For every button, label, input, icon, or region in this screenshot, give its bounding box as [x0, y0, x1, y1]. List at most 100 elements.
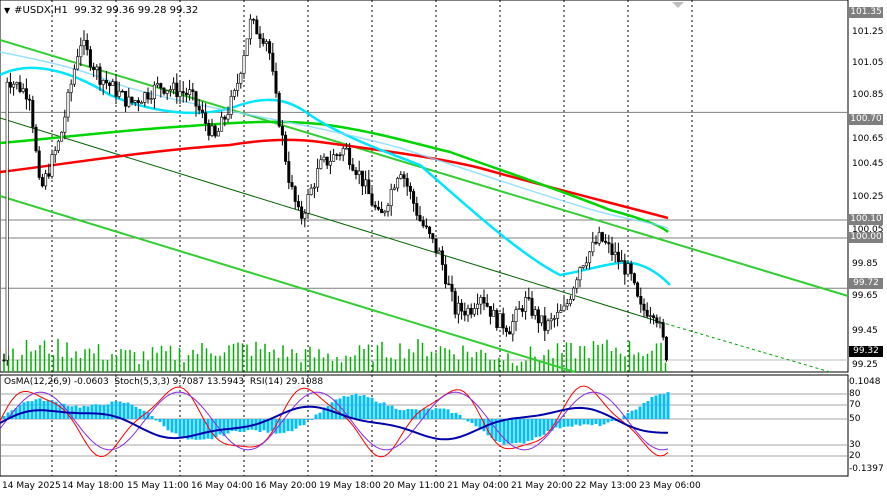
- candle-body: [15, 82, 19, 85]
- candle-body: [616, 251, 620, 262]
- candle-body: [482, 297, 486, 304]
- osma-bar: [470, 419, 474, 424]
- candle-body: [181, 91, 185, 94]
- price-tick: 99.85: [852, 259, 878, 269]
- symbol-label: #USDX,H1: [14, 5, 68, 16]
- osma-bar: [538, 419, 542, 437]
- candle-body: [428, 226, 432, 234]
- osma-bar: [38, 398, 42, 419]
- candle-body: [236, 83, 240, 91]
- osma-bar: [402, 410, 406, 419]
- candle-body: [463, 310, 467, 316]
- candle-body: [437, 250, 441, 253]
- candle-body: [149, 98, 153, 101]
- osma-bar: [666, 392, 670, 419]
- osma-bar: [602, 419, 606, 425]
- chart-shift-icon[interactable]: [672, 2, 684, 8]
- osma-bar: [394, 408, 398, 419]
- candle-body: [133, 100, 137, 103]
- osma-bar: [574, 419, 578, 425]
- candle-body: [31, 100, 35, 128]
- dropdown-triangle-icon[interactable]: ▼: [4, 6, 11, 15]
- candle-body: [530, 298, 534, 316]
- candle-body: [37, 150, 41, 178]
- time-label: 19 May 18:00: [319, 481, 381, 491]
- osma-bar: [6, 412, 10, 419]
- price-tick: 101.25: [852, 27, 884, 37]
- osma-bar: [206, 419, 210, 439]
- candle-body: [300, 206, 304, 219]
- osma-bar: [414, 409, 418, 419]
- candle-body: [613, 251, 617, 255]
- price-tick: 99.65: [852, 291, 878, 301]
- candle-body: [575, 279, 579, 289]
- osma-bar: [590, 419, 594, 426]
- osma-bar: [262, 419, 266, 431]
- osma-bar: [370, 397, 374, 419]
- osma-bar: [662, 394, 666, 419]
- osma-bar: [406, 408, 410, 419]
- candle-body: [399, 174, 403, 179]
- osma-bar: [242, 419, 246, 432]
- osma-bar: [338, 398, 342, 419]
- candle-body: [440, 250, 444, 265]
- stoch-signal-line: [0, 391, 669, 451]
- candle-body: [188, 89, 192, 96]
- osma-bar: [298, 419, 302, 426]
- candle-body: [591, 241, 595, 253]
- time-label: 16 May 20:00: [255, 481, 317, 491]
- candle-body: [56, 140, 60, 151]
- candle-body: [184, 92, 188, 96]
- candle-body: [261, 38, 265, 44]
- level-tag-99-72: 99.72: [849, 278, 883, 289]
- candle-body: [341, 148, 345, 156]
- candle-body: [514, 309, 518, 322]
- candle-body: [140, 102, 144, 104]
- candle-body: [412, 191, 416, 204]
- osma-bar: [238, 419, 242, 432]
- candle-body: [245, 38, 249, 56]
- candle-body: [597, 232, 601, 244]
- osma-bar: [122, 403, 126, 419]
- candle-body: [130, 96, 134, 103]
- osma-bar: [110, 401, 114, 419]
- candle-body: [92, 66, 96, 70]
- osma-bar: [170, 419, 174, 433]
- candle-body: [226, 114, 230, 120]
- candle-body: [485, 302, 489, 307]
- osma-bar: [382, 402, 386, 419]
- candle-body: [392, 187, 396, 190]
- candle-body: [21, 88, 25, 92]
- osma-bar: [458, 414, 462, 419]
- candle-body: [220, 116, 224, 132]
- osma-bar: [554, 419, 558, 428]
- candle-body: [271, 52, 275, 72]
- candle-body: [114, 81, 118, 97]
- osma-bar: [354, 393, 358, 419]
- candle-body: [370, 193, 374, 206]
- indicator-tick: 80: [849, 389, 861, 399]
- candle-body: [424, 225, 428, 228]
- candle-body: [431, 233, 435, 240]
- osma-bar: [426, 408, 430, 419]
- osma-bar: [114, 401, 118, 419]
- osma-bar: [22, 402, 26, 419]
- candle-body: [120, 90, 124, 93]
- candle-body: [360, 170, 364, 187]
- candle-body: [303, 212, 307, 219]
- osma-bar: [366, 397, 370, 419]
- candle-body: [306, 194, 310, 214]
- candle-body: [264, 41, 268, 44]
- candle-body: [98, 66, 102, 85]
- osma-bar: [622, 415, 626, 419]
- candle-body: [40, 177, 44, 187]
- candle-body: [296, 201, 300, 208]
- candle-body: [434, 238, 438, 253]
- osma-bar: [94, 404, 98, 419]
- candle-body: [556, 312, 560, 319]
- candle-body: [60, 131, 64, 142]
- candle-body: [492, 309, 496, 317]
- candle-body: [344, 147, 348, 150]
- candle-body: [460, 302, 464, 312]
